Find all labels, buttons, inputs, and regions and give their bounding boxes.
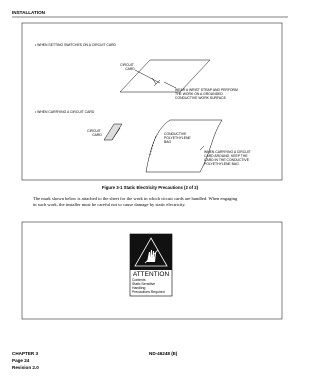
note: POLYETHYLENE BAG. <box>204 162 240 166</box>
card-label: CARD <box>125 67 135 71</box>
label-box <box>21 221 283 320</box>
paragraph-line: The mark shown below is attached to the … <box>33 196 238 201</box>
page: INSTALLATION • WHEN SETTING SWITCHES ON … <box>12 10 288 370</box>
label-line: Contents <box>132 278 146 282</box>
card-label: CIRCUIT <box>87 129 101 133</box>
note: CARD AROUND, KEEP THE <box>204 154 248 158</box>
paragraph-line: in such work, the installer must be care… <box>33 202 186 208</box>
note: WHEN CARRYING A CIRCUIT <box>204 150 251 154</box>
note: CONDUCTIVE WORK SURFACE. <box>175 96 227 100</box>
bag-label: POLYETHYLENE <box>164 136 191 140</box>
label-line: Handling <box>132 286 145 290</box>
label-title: ATTENTION <box>133 271 170 278</box>
card-label: CIRCUIT <box>120 63 134 67</box>
bag-drawing <box>103 119 223 173</box>
footer-page: Page 24 <box>12 358 30 363</box>
figure-box <box>21 22 283 181</box>
bag-label: CONDUCTIVE <box>164 132 187 136</box>
slash <box>144 249 159 264</box>
header-title: INSTALLATION <box>12 10 46 15</box>
footer-revision: Revision 2.0 <box>12 365 39 370</box>
note: CARD IN THE CONDUCTIVE <box>204 158 250 162</box>
section-heading: • WHEN SETTING SWITCHES ON A CIRCUIT CAR… <box>35 43 117 47</box>
note: WEAR A WRIST STRAP AND PERFORM <box>175 88 238 92</box>
footer-chapter: CHAPTER 3 <box>12 351 38 356</box>
label-line: Precautions Required <box>132 290 165 294</box>
note: THE WORK ON A GROUNDED <box>175 92 223 96</box>
card-label: CARD <box>92 133 102 137</box>
bag-label: BAG <box>164 140 172 144</box>
work-surface-drawing <box>119 59 211 93</box>
section-heading: • WHEN CARRYING A CIRCUIT CARD <box>35 110 95 114</box>
figure-caption: Figure 3-1 Static Electricity Precaution… <box>102 185 199 190</box>
label-line: Static Sensitive <box>132 282 155 286</box>
footer-doc-id: ND-46248 (E) <box>149 351 178 356</box>
